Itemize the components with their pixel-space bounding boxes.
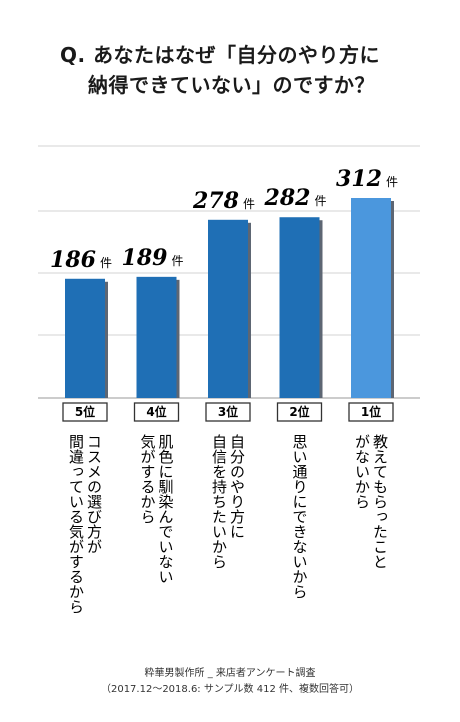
bar-5 xyxy=(351,198,391,398)
value-label-3: 278 件 xyxy=(192,188,255,214)
category-label-5-2: がないから xyxy=(353,434,371,509)
bar-4 xyxy=(279,217,320,398)
category-label-2-1: 肌色に馴染んでいない xyxy=(157,434,175,584)
bar-1 xyxy=(65,278,105,398)
rank-box-1 xyxy=(62,402,108,422)
category-label-1-2: 間違っている気がするから xyxy=(67,434,85,614)
rank-label-3: 3位 xyxy=(218,404,238,419)
category-label-5-1: 教えてもらったこと xyxy=(371,434,389,569)
rank-label-4: 2位 xyxy=(289,404,309,419)
value-label-1: 186 件 xyxy=(50,247,112,273)
bar-3 xyxy=(208,219,248,398)
rank-box-3 xyxy=(205,402,251,422)
rank-box-4 xyxy=(276,402,323,422)
rank-label-1: 5位 xyxy=(75,404,95,419)
value-label-2: 189 件 xyxy=(122,245,184,271)
rank-box-2 xyxy=(133,402,180,422)
value-label-5: 312 件 xyxy=(336,166,398,192)
category-label-3-1: 自分のやり方に xyxy=(228,434,246,539)
rank-label-5: 1位 xyxy=(361,404,381,419)
chart-title: Q. あなたはなぜ「自分のやり方に 納得できていない」のですか？ xyxy=(60,40,440,100)
title-line-2: 納得できていない」のですか？ xyxy=(88,73,375,97)
footer-line-2: （2017.12〜2018.6: サンプル数 412 件、複数回答可） xyxy=(100,684,360,695)
rank-label-2: 4位 xyxy=(146,404,166,419)
value-label-4: 282 件 xyxy=(264,185,327,211)
rank-box-5 xyxy=(348,402,394,422)
title-line-1: Q. あなたはなぜ「自分のやり方に xyxy=(60,43,381,67)
survey-source: 粋華男製作所 _ 来店者アンケート調査 （2017.12〜2018.6: サンプ… xyxy=(0,666,460,698)
category-label-2-2: 気がするから xyxy=(139,434,157,524)
category-label-3-2: 自信を持ちたいから xyxy=(210,434,228,569)
bar-2 xyxy=(136,276,177,398)
footer-line-1: 粋華男製作所 _ 来店者アンケート調査 xyxy=(144,668,316,679)
category-label-4-1: 思い通りにできないから xyxy=(291,434,309,599)
category-label-1-1: コスメの選び方が xyxy=(85,434,103,554)
